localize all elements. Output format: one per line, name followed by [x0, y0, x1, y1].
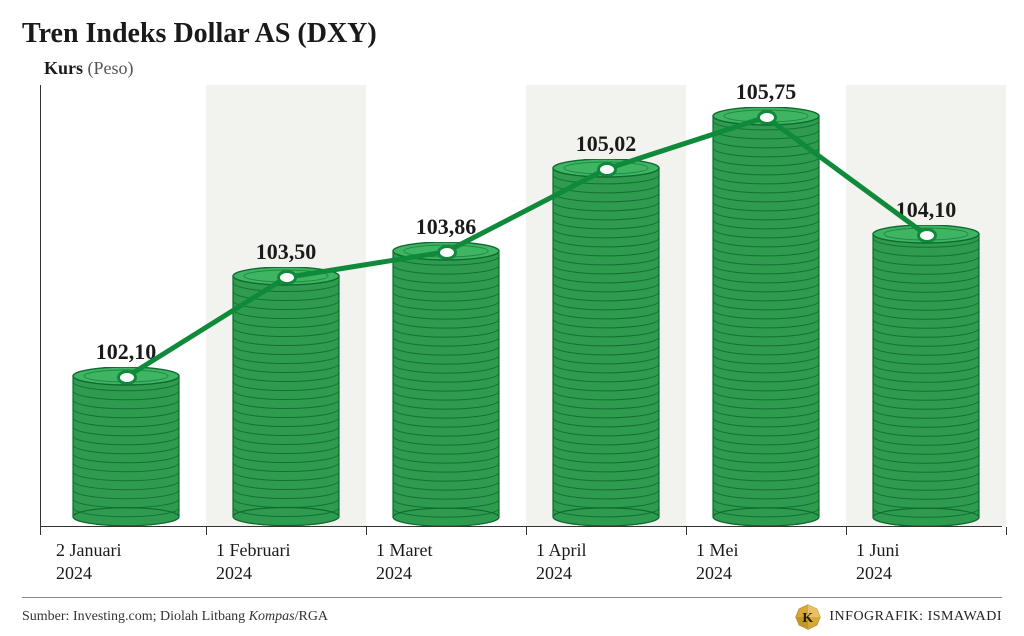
coin-stack: [72, 367, 180, 526]
data-marker: [437, 245, 455, 258]
logo-letter: K: [803, 610, 814, 625]
data-marker: [597, 163, 615, 176]
x-axis-label: 1 Maret2024: [376, 539, 536, 584]
x-tick: [846, 527, 847, 535]
source-text: Sumber: Investing.com; Diolah Litbang Ko…: [22, 609, 328, 625]
x-tick: [366, 527, 367, 535]
kompas-logo-icon: K: [795, 604, 821, 630]
chart-title: Tren Indeks Dollar AS (DXY): [22, 18, 1002, 50]
coin-stack: [712, 107, 820, 526]
coin-stack: [552, 159, 660, 526]
source-prefix: Sumber: Investing.com; Diolah Litbang: [22, 609, 249, 624]
value-label: 105,02: [526, 131, 686, 157]
value-label: 103,50: [206, 239, 366, 265]
x-tick: [526, 527, 527, 535]
x-tick: [686, 527, 687, 535]
y-axis: [40, 85, 41, 527]
value-label: 102,10: [46, 339, 206, 365]
infographic-root: Tren Indeks Dollar AS (DXY) Kurs (Peso) …: [0, 0, 1024, 636]
chart-area: 102,102 Januari2024103,501 Februari20241…: [22, 85, 1002, 555]
x-axis: [40, 526, 1002, 527]
x-axis-label: 1 Februari2024: [216, 539, 376, 584]
value-label: 104,10: [846, 197, 1006, 223]
coin-column: [552, 159, 660, 526]
footer-row: Sumber: Investing.com; Diolah Litbang Ko…: [22, 604, 1002, 630]
data-marker: [757, 111, 775, 124]
footer: Sumber: Investing.com; Diolah Litbang Ko…: [22, 597, 1002, 630]
coin-column: [872, 225, 980, 526]
subtitle-kurs: Kurs: [44, 58, 83, 78]
data-marker: [917, 228, 935, 241]
coin-column: [72, 367, 180, 526]
coin-stack: [232, 267, 340, 526]
source-italic: Kompas: [249, 609, 295, 624]
x-tick: [40, 527, 41, 535]
coin-column: [712, 107, 820, 526]
credit-text: INFOGRAFIK: ISMAWADI: [829, 609, 1002, 625]
x-axis-label: 1 Juni2024: [856, 539, 1016, 584]
coin-column: [392, 242, 500, 526]
value-label: 103,86: [366, 214, 526, 240]
subtitle-unit: (Peso): [88, 58, 134, 78]
x-axis-label: 2 Januari2024: [56, 539, 216, 584]
x-axis-label: 1 Mei2024: [696, 539, 856, 584]
coin-stack: [872, 225, 980, 526]
data-marker: [277, 271, 295, 284]
footer-divider: [22, 597, 1002, 598]
chart-subtitle: Kurs (Peso): [44, 58, 1002, 79]
value-label: 105,75: [686, 79, 846, 105]
credit-block: K INFOGRAFIK: ISMAWADI: [795, 604, 1002, 630]
source-suffix: /RGA: [295, 609, 328, 624]
coin-column: [232, 267, 340, 526]
data-marker: [117, 371, 135, 384]
x-tick: [206, 527, 207, 535]
x-tick: [1006, 527, 1007, 535]
coin-stack: [392, 242, 500, 526]
x-axis-label: 1 April2024: [536, 539, 696, 584]
